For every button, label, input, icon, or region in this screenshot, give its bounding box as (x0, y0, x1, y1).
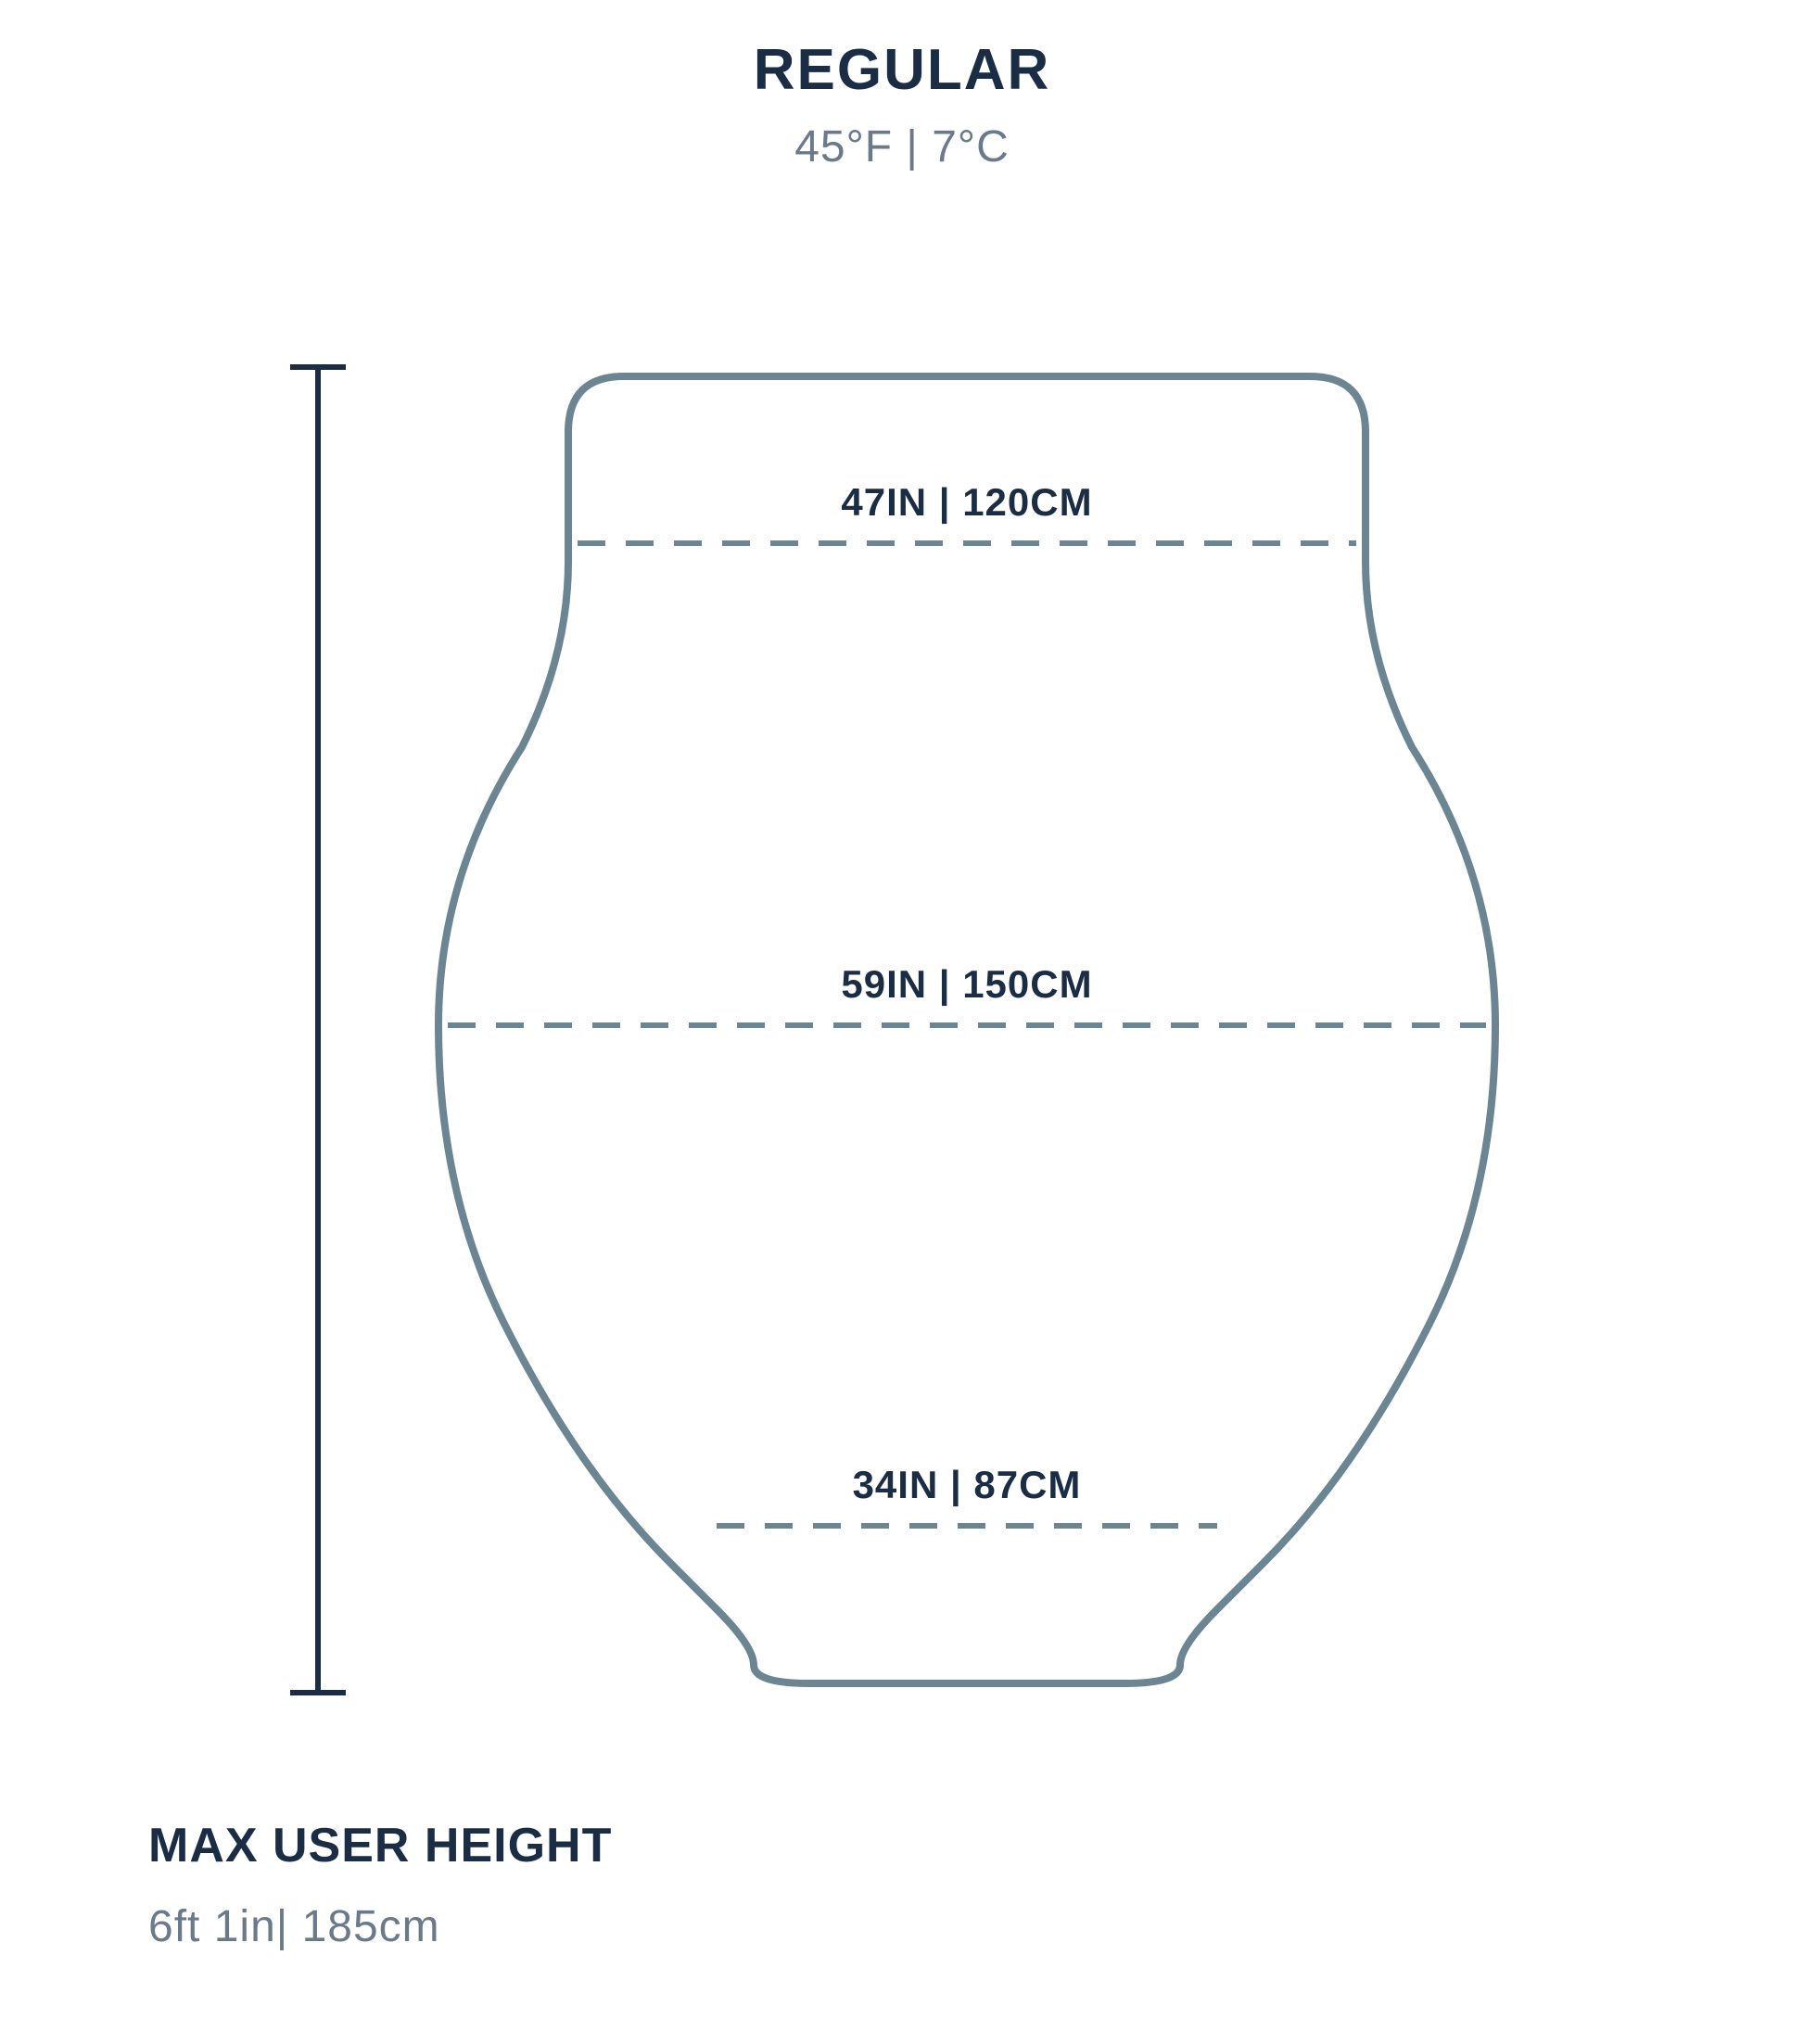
footer: MAX USER HEIGHT 6ft 1in| 185cm (148, 1818, 1785, 1952)
size-title: REGULAR (19, 37, 1785, 103)
measurement-label: 34IN | 87CM (853, 1463, 1082, 1507)
height-indicator-bar (281, 358, 355, 1707)
sleeping-bag-outline: 47IN | 120CM 59IN | 150CM 34IN | 87CM (411, 358, 1523, 1707)
max-user-height-value: 6ft 1in| 185cm (148, 1901, 1785, 1952)
measurement-label: 47IN | 120CM (841, 480, 1092, 525)
temperature-rating: 45°F | 7°C (19, 121, 1785, 172)
max-user-height-label: MAX USER HEIGHT (148, 1818, 1785, 1873)
diagram-area: 47IN | 120CM 59IN | 150CM 34IN | 87CM (19, 358, 1785, 1707)
header: REGULAR 45°F | 7°C (19, 37, 1785, 172)
measurement-label: 59IN | 150CM (841, 962, 1092, 1007)
